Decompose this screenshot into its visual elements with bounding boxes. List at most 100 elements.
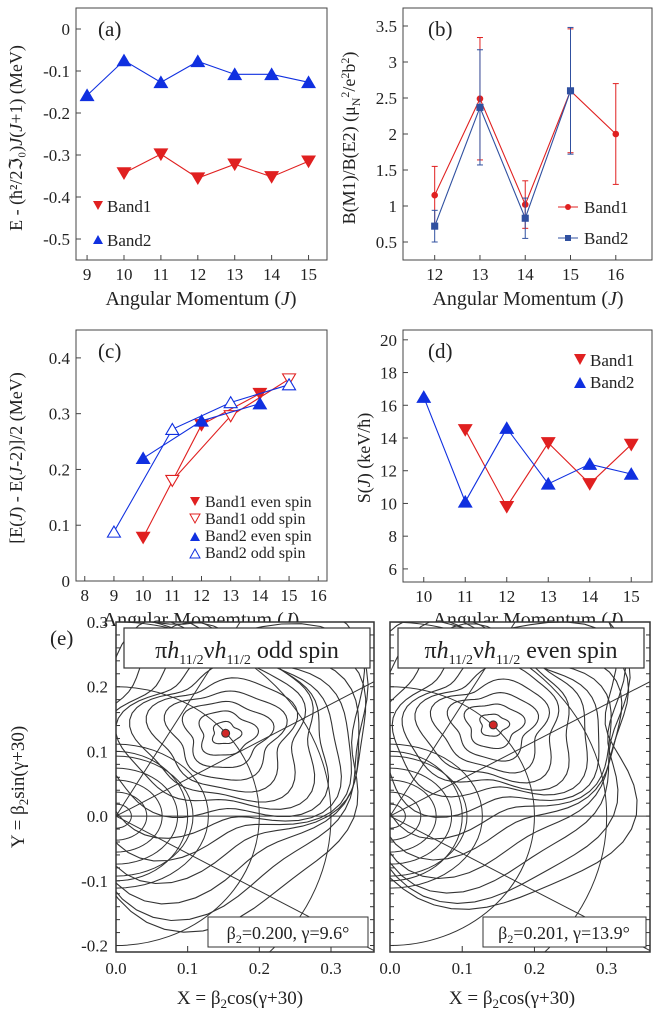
energy-contour xyxy=(116,803,132,829)
x-tick-label: 0.3 xyxy=(320,959,341,978)
panel-c-legend: Band1 even spin Band1 odd spin Band2 eve… xyxy=(189,494,312,562)
legend-band2-marker xyxy=(93,235,103,244)
data-point xyxy=(431,191,438,199)
panel-e: (e) 0.0 0.1 0.2 0.3 0.0 0.1 0.2 0.3 0.3 0.2 0.1 0.0… xyxy=(8,613,651,1011)
x-tick-label: 13 xyxy=(540,587,557,606)
data-point xyxy=(566,87,575,95)
y-tick-label: -0.1 xyxy=(81,872,108,891)
x-tick-label: 15 xyxy=(281,586,298,605)
panel-b-ylabel: B(M1)/B(E2) (μN2/e2b2) xyxy=(338,52,363,225)
legend-band2-marker xyxy=(565,235,571,241)
x-tick-label: 16 xyxy=(310,586,327,605)
y-tick-label: 0.2 xyxy=(49,460,70,479)
x-tick-label: 11 xyxy=(457,587,473,606)
legend-band2-label: Band2 xyxy=(584,229,628,248)
y-tick-label: 0.1 xyxy=(49,516,70,535)
energy-contour xyxy=(116,767,179,865)
energy-contour xyxy=(390,622,638,910)
data-point xyxy=(190,172,206,186)
energy-contour xyxy=(116,622,369,922)
energy-contour xyxy=(390,767,453,865)
y-tick-label: 0 xyxy=(62,572,71,591)
energy-contour xyxy=(116,755,194,877)
x-tick-label: 8 xyxy=(81,586,90,605)
panel-c-label: (c) xyxy=(98,339,121,363)
legend-band1-marker xyxy=(574,354,586,365)
x-tick-label: 10 xyxy=(135,586,152,605)
y-tick-label: 16 xyxy=(380,396,397,415)
data-point xyxy=(79,88,95,102)
energy-contour xyxy=(198,710,260,756)
legend-band1-marker xyxy=(565,204,571,210)
legend-band1-marker xyxy=(93,201,103,210)
y-tick-label: 2 xyxy=(389,125,398,144)
panel-a-ylabel: E - (ħ²/2ℑ₀)J(J+1) (MeV) xyxy=(6,45,27,231)
y-tick-label: 0.1 xyxy=(87,742,108,761)
legend-band1-even-label: Band1 even spin xyxy=(205,494,312,511)
series-line-1 xyxy=(434,90,572,227)
legend-band2-odd-marker xyxy=(189,547,201,559)
right-note: β2=0.201, γ=13.9° xyxy=(498,923,630,946)
data-point xyxy=(623,467,639,480)
data-point xyxy=(612,130,620,138)
data-point xyxy=(540,437,556,450)
legend-band2-even-marker xyxy=(190,532,200,541)
y-tick-label: 3 xyxy=(389,53,398,72)
x-tick-label: 12 xyxy=(498,587,515,606)
data-point xyxy=(223,395,239,409)
y-tick-label: 20 xyxy=(380,331,397,350)
x-tick-label: 13 xyxy=(471,265,488,284)
y-tick-label: 10 xyxy=(380,494,397,513)
energy-contour xyxy=(463,703,526,750)
x-tick-label: 16 xyxy=(607,265,624,284)
legend-band1-odd-marker xyxy=(189,513,201,525)
energy-contour xyxy=(211,720,243,745)
y-tick-label: 0.0 xyxy=(87,807,108,826)
data-point xyxy=(582,457,598,470)
panel-b-xlabel: Angular Momentum (J) xyxy=(432,288,623,310)
x-tick-label: 12 xyxy=(193,586,210,605)
x-tick-label: 12 xyxy=(189,265,206,284)
x-tick-label: 15 xyxy=(300,265,317,284)
panel-e-xlabel-left: X = β2cos(γ+30) xyxy=(177,988,303,1011)
y-tick-label: 1.5 xyxy=(376,161,397,180)
legend-band1-label: Band1 xyxy=(584,198,628,217)
left-note-box xyxy=(207,916,369,948)
energy-contour xyxy=(414,663,560,784)
left-note: β2=0.200, γ=9.6° xyxy=(227,923,350,946)
data-point xyxy=(194,413,209,427)
legend-band1-odd-label: Band1 odd spin xyxy=(205,511,305,528)
legend-band1-label: Band1 xyxy=(590,351,634,370)
y-tick-label: 8 xyxy=(389,527,398,546)
data-point xyxy=(164,422,180,436)
data-point xyxy=(582,478,598,491)
panel-d-legend: Band1 Band2 xyxy=(574,351,634,392)
y-tick-label: 0 xyxy=(62,20,71,39)
panel-d-ylabel: S(J) (keV/ħ) xyxy=(354,413,375,504)
y-tick-label: 14 xyxy=(380,429,398,448)
y-tick-label: 1 xyxy=(389,197,398,216)
x-tick-label: 14 xyxy=(581,587,599,606)
energy-contour xyxy=(390,743,483,889)
y-tick-label: 2.5 xyxy=(376,89,397,108)
data-point xyxy=(301,75,317,89)
panel-e-label: (e) xyxy=(50,626,73,650)
y-tick-label: -0.5 xyxy=(43,230,70,249)
data-point xyxy=(431,222,439,230)
energy-minimum-marker xyxy=(221,728,231,738)
energy-contour xyxy=(446,692,540,762)
energy-contour xyxy=(116,779,163,853)
data-point xyxy=(623,438,639,452)
data-point xyxy=(135,451,151,465)
data-point xyxy=(116,53,132,67)
data-point xyxy=(521,214,529,222)
panel-d-frame xyxy=(402,329,653,583)
x-tick-label: 0.1 xyxy=(177,959,198,978)
data-point xyxy=(457,494,473,508)
data-point xyxy=(476,103,484,111)
beta-grid-arc xyxy=(390,622,608,952)
x-tick-label: 0.0 xyxy=(105,959,126,978)
